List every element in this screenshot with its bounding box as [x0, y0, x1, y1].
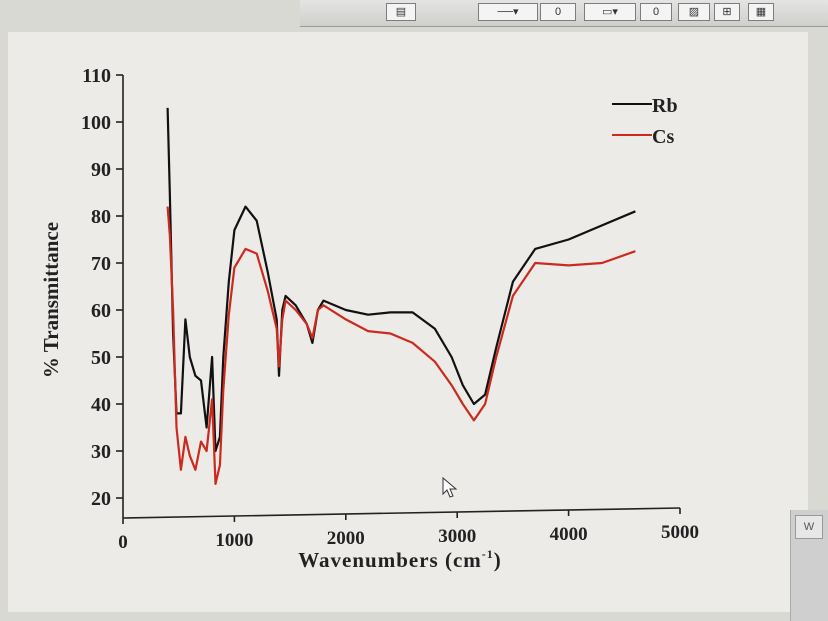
x-tick-label: 1000 [215, 530, 253, 551]
line-style-dropdown[interactable]: ──▾ [478, 3, 538, 21]
y-tick-label: 20 [91, 488, 111, 510]
line-weight-dropdown[interactable]: 0 [540, 3, 576, 21]
y-tick-label: 90 [91, 159, 111, 181]
legend: Rb Cs [612, 95, 678, 148]
y-tick-label: 30 [91, 441, 111, 463]
x-axis-label-sup: -1 [482, 547, 494, 561]
x-axis-label-close: ) [494, 548, 502, 572]
x-tick-label: 3000 [438, 526, 476, 547]
x-axis-label-main: Wavenumbers (cm [298, 548, 482, 572]
table-icon[interactable]: ▦ [748, 3, 774, 21]
grid-icon[interactable]: ⊞ [714, 3, 740, 21]
y-tick-label: 40 [91, 394, 111, 416]
x-tick-label: 0 [118, 532, 128, 553]
graph-page [8, 32, 808, 612]
series-line-rb [166, 107, 636, 453]
y-tick-label: 60 [91, 300, 111, 322]
x-axis-label: Wavenumbers (cm-1) [298, 547, 502, 572]
y-tick-label: 110 [82, 65, 111, 87]
legend-label-rb: Rb [652, 95, 678, 117]
series-lines [166, 107, 636, 485]
border-dropdown[interactable]: 0 [640, 3, 672, 21]
text-box-button[interactable]: ▤ [386, 3, 416, 21]
y-axis-label: % Transmittance [39, 222, 63, 378]
y-tick-label: 70 [91, 253, 111, 275]
mouse-cursor-icon [442, 476, 458, 498]
x-tick-label: 5000 [661, 522, 699, 543]
x-tick-label: 2000 [327, 528, 365, 549]
x-tick-label: 4000 [550, 524, 588, 545]
y-tick-label: 80 [91, 206, 111, 228]
legend-label-cs: Cs [652, 126, 674, 148]
pattern-icon[interactable]: ▨ [678, 3, 710, 21]
y-tick-label: 50 [91, 347, 111, 369]
color-dropdown[interactable]: ▭▾ [584, 3, 636, 21]
x-axis-line [122, 507, 681, 519]
y-tick-label: 100 [81, 112, 111, 134]
toolbar: ▤ ──▾ 0 ▭▾ 0 ▨ ⊞ ▦ [300, 0, 828, 27]
series-line-cs [166, 206, 636, 485]
side-panel-tab[interactable]: W [795, 515, 823, 539]
axes: 20 30 40 50 60 70 80 90 100 110 0 1000 2000 3000 4000 5… [81, 65, 699, 553]
